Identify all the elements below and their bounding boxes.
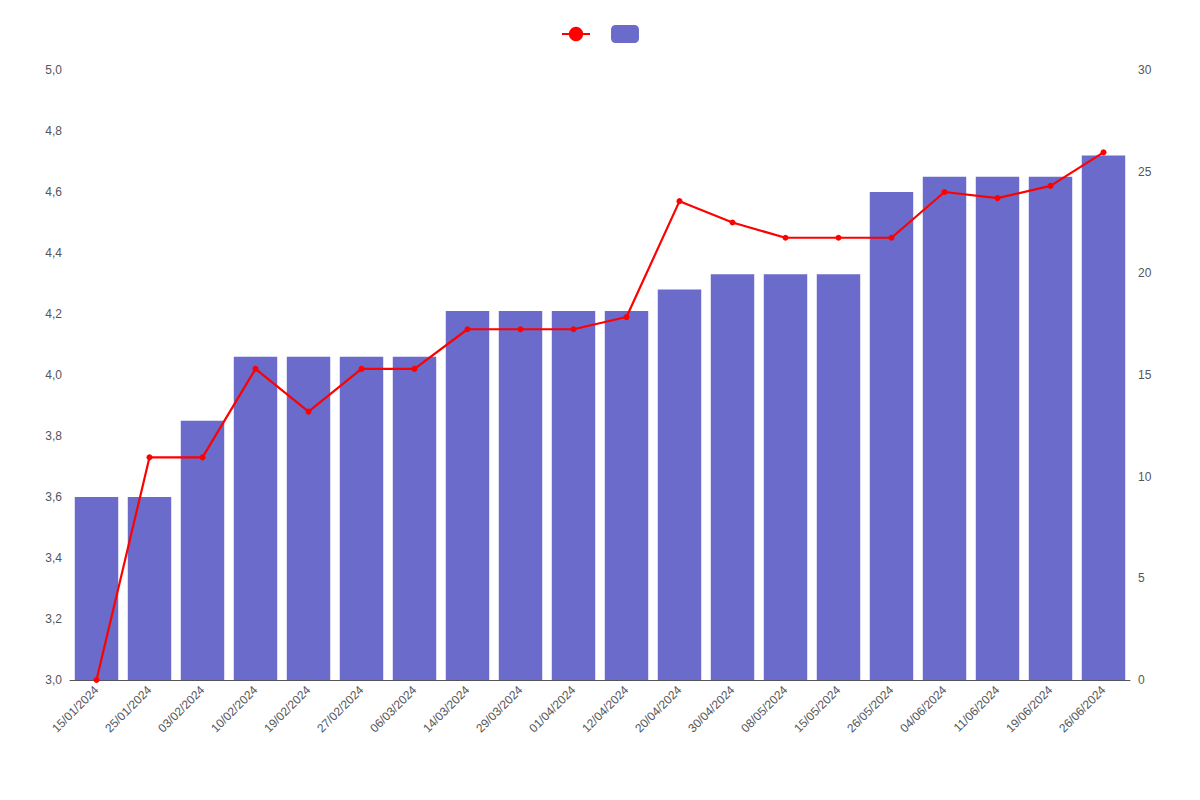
svg-text:20/04/2024: 20/04/2024: [632, 683, 685, 736]
svg-text:15: 15: [1138, 368, 1152, 382]
svg-text:3,0: 3,0: [45, 673, 62, 687]
svg-text:11/06/2024: 11/06/2024: [951, 683, 1003, 735]
svg-text:04/06/2024: 04/06/2024: [897, 683, 950, 736]
svg-text:12/04/2024: 12/04/2024: [579, 683, 632, 736]
svg-text:27/02/2024: 27/02/2024: [314, 683, 367, 736]
svg-text:19/02/2024: 19/02/2024: [261, 683, 314, 736]
svg-text:08/05/2024: 08/05/2024: [738, 683, 791, 736]
svg-text:25/01/2024: 25/01/2024: [102, 683, 155, 736]
svg-text:5,0: 5,0: [45, 63, 62, 77]
svg-text:30: 30: [1138, 63, 1152, 77]
svg-text:03/02/2024: 03/02/2024: [155, 683, 208, 736]
svg-text:4,6: 4,6: [45, 185, 62, 199]
svg-text:3,4: 3,4: [45, 551, 62, 565]
svg-text:30/04/2024: 30/04/2024: [685, 683, 738, 736]
svg-text:4,0: 4,0: [45, 368, 62, 382]
svg-text:10: 10: [1138, 470, 1152, 484]
svg-text:3,8: 3,8: [45, 429, 62, 443]
svg-text:15/05/2024: 15/05/2024: [791, 683, 844, 736]
svg-text:26/06/2024: 26/06/2024: [1056, 683, 1109, 736]
svg-text:25: 25: [1138, 165, 1152, 179]
svg-text:4,4: 4,4: [45, 246, 62, 260]
svg-text:14/03/2024: 14/03/2024: [420, 683, 473, 736]
svg-text:3,2: 3,2: [45, 612, 62, 626]
svg-text:15/01/2024: 15/01/2024: [49, 683, 102, 736]
svg-text:0: 0: [1138, 673, 1145, 687]
svg-text:19/06/2024: 19/06/2024: [1003, 683, 1056, 736]
svg-text:3,6: 3,6: [45, 490, 62, 504]
svg-text:10/02/2024: 10/02/2024: [208, 683, 261, 736]
svg-text:26/05/2024: 26/05/2024: [844, 683, 897, 736]
svg-text:20: 20: [1138, 266, 1152, 280]
svg-text:4,8: 4,8: [45, 124, 62, 138]
svg-text:01/04/2024: 01/04/2024: [526, 683, 579, 736]
svg-text:5: 5: [1138, 571, 1145, 585]
svg-text:06/03/2024: 06/03/2024: [367, 683, 420, 736]
svg-text:29/03/2024: 29/03/2024: [473, 683, 526, 736]
svg-text:4,2: 4,2: [45, 307, 62, 321]
